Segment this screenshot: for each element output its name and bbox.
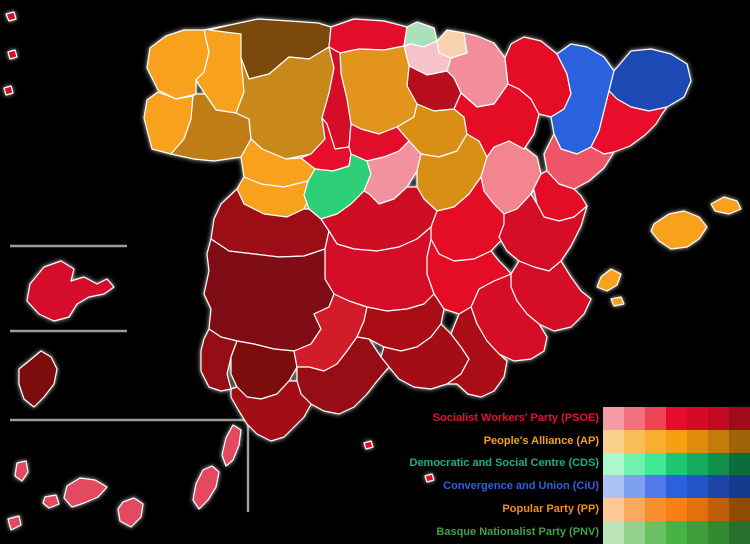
province-burgos: Burgos — AP/PP [339,45,418,135]
legend-swatch-cds-4 [666,452,687,476]
province-speck1: islet — PSOE [5,11,17,22]
legend-swatches-ciu [603,475,750,499]
legend-swatch-ciu-5 [687,475,708,499]
province-ceuta: Ceuta — PSOE [363,440,374,450]
legend-swatches-ap [603,429,750,453]
legend-swatch-cds-6 [708,452,729,476]
legend-swatch-ciu-3 [645,475,666,499]
legend-swatch-ciu-1 [603,475,624,499]
legend-label-pp: Popular Party (PP) [502,503,599,516]
legend-swatches-pnv [603,520,750,544]
legend-swatch-pp-6 [708,498,729,521]
legend-swatch-ap-5 [687,429,708,453]
legend-swatch-pnv-1 [603,520,624,544]
province-ibiza: Ibiza — AP/PP [596,268,622,292]
legend-row-pnv: Basque Nationalist Party (PNV) [410,520,750,544]
province-fuerteventura: Fuerteventura — PSOE [192,465,220,510]
legend-swatch-ap-7 [729,429,750,453]
legend-swatch-cds-1 [603,452,624,476]
province-speck2: islet — PSOE [7,49,18,60]
province-zaragoza: Zaragoza — PSOE [453,83,540,158]
legend-swatches-pp [603,498,750,521]
legend-label-ap: People's Alliance (AP) [483,434,599,447]
legend-swatch-ciu-6 [708,475,729,499]
legend-swatch-psoe-4 [666,407,687,430]
legend-swatch-psoe-3 [645,407,666,430]
province-coruna: A Coruña — AP/PP [146,29,210,100]
legend-swatches-psoe [603,407,750,430]
legend-swatch-ap-3 [645,429,666,453]
legend-swatch-psoe-5 [687,407,708,430]
legend-swatches-cds [603,452,750,476]
province-melilla: Melilla — PSOE [424,473,435,483]
legend-row-ap: People's Alliance (AP) [410,429,750,453]
province-shapes: A Coruña — AP/PPLugo — AP/PPPontevedra —… [3,11,742,531]
province-huelva: Huelva — PSOE [200,328,238,392]
legend-swatch-pp-5 [687,498,708,521]
province-speck3: islet — PSOE [3,85,14,96]
legend-swatch-pnv-3 [645,520,666,544]
legend-swatch-ciu-7 [729,475,750,499]
province-menorca: Menorca — AP/PP [710,196,742,215]
legend-swatch-ap-2 [624,429,645,453]
province-grancanaria: Gran Canaria — PSOE [117,497,144,528]
legend-swatch-psoe-7 [729,407,750,430]
legend-row-psoe: Socialist Workers' Party (PSOE) [410,407,750,430]
legend-swatch-cds-5 [687,452,708,476]
legend-label-ciu: Convergence and Union (CiU) [443,480,599,493]
legend-swatch-ap-4 [666,429,687,453]
province-inset_grancanaria: Las Palmas inset island — PSOE [26,260,115,322]
legend-swatch-cds-3 [645,452,666,476]
legend-swatch-cds-7 [729,452,750,476]
legend-label-cds: Democratic and Social Centre (CDS) [409,457,600,470]
legend-swatch-ciu-4 [666,475,687,499]
province-lanzarote: Lanzarote — PSOE [221,424,242,467]
legend-swatch-pp-7 [729,498,750,521]
legend-swatch-pnv-5 [687,520,708,544]
province-lapalma: La Palma — PSOE [14,460,29,482]
province-mallorca: Mallorca — AP/PP [650,210,708,250]
legend-label-psoe: Socialist Workers' Party (PSOE) [432,411,599,424]
legend-row-ciu: Convergence and Union (CiU) [410,475,750,499]
province-barcelona: Barcelona — PSOE [590,90,668,155]
legend-swatch-pp-1 [603,498,624,521]
legend-swatch-ciu-2 [624,475,645,499]
province-formentera: Formentera — AP/PP [610,296,625,307]
province-ourense: Ourense — AP/PP [170,93,252,162]
legend-row-cds: Democratic and Social Centre (CDS) [409,452,750,476]
province-tenerife: Tenerife — PSOE [63,477,108,508]
province-gomera: La Gomera — PSOE [42,494,60,509]
legend-swatch-cds-2 [624,452,645,476]
province-valencia: Valencia — PSOE [498,193,588,272]
legend-swatch-psoe-2 [624,407,645,430]
legend-swatch-pnv-2 [624,520,645,544]
legend-swatch-pp-2 [624,498,645,521]
legend-row-pp: Popular Party (PP) [410,498,750,521]
province-badajoz: Badajoz — PSOE [203,238,335,352]
legend-swatch-pnv-7 [729,520,750,544]
province-cadiz: Cádiz — PSOE [230,380,312,442]
legend-swatch-psoe-1 [603,407,624,430]
legend-swatch-ap-6 [708,429,729,453]
province-hierro: El Hierro — PSOE [7,515,22,531]
legend-swatch-pp-3 [645,498,666,521]
legend-swatch-pp-4 [666,498,687,521]
province-inset_tenerife: Santa Cruz de Tenerife inset island — PS… [18,350,58,408]
province-almeria: Almería — PSOE [446,306,508,398]
legend-swatch-pnv-6 [708,520,729,544]
legend-swatch-ap-1 [603,429,624,453]
legend-swatch-pnv-4 [666,520,687,544]
map-legend: Socialist Workers' Party (PSOE) People's … [410,407,750,544]
legend-label-pnv: Basque Nationalist Party (PNV) [436,525,599,538]
legend-swatch-psoe-6 [708,407,729,430]
